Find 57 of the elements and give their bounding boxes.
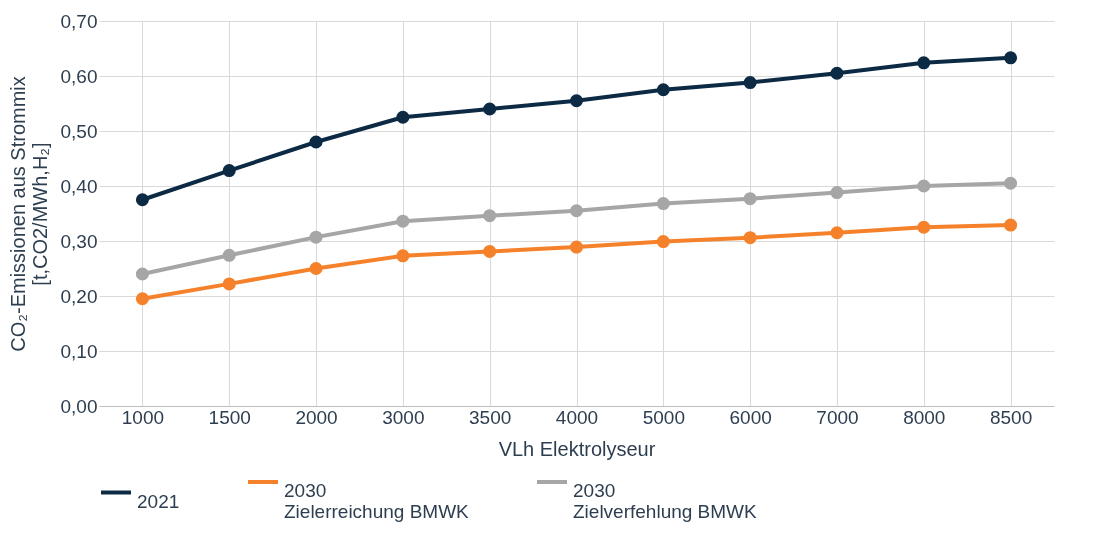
point <box>483 244 497 258</box>
y-axis-title: CO₂-Emissionen aus Strommix [t,CO2/MWh,H₂] <box>6 76 51 352</box>
point <box>917 179 931 193</box>
point <box>743 231 757 245</box>
point <box>222 248 236 262</box>
point <box>483 102 497 116</box>
x-tick-label: 1500 <box>208 406 251 428</box>
y-tick-label: 0,60 <box>60 65 98 87</box>
point <box>656 235 670 249</box>
point <box>569 94 584 108</box>
x-tick-label: 7000 <box>816 406 859 428</box>
point <box>569 204 584 218</box>
x-tick-label: 8500 <box>989 406 1033 428</box>
point <box>483 209 497 223</box>
point <box>309 261 323 276</box>
point <box>917 56 931 70</box>
point <box>656 83 670 97</box>
y-tick-label: 0,50 <box>60 120 98 142</box>
x-tick-label: 2000 <box>295 406 338 428</box>
point <box>222 277 236 291</box>
point <box>309 135 323 149</box>
x-tick-label: 5000 <box>642 406 685 428</box>
point <box>135 292 149 306</box>
y-tick-label: 0,70 <box>60 10 98 32</box>
point <box>1004 51 1018 65</box>
point <box>396 249 410 263</box>
y-tick-label: 0,00 <box>60 395 98 417</box>
legend-label: 2021 <box>137 490 180 512</box>
x-tick-label: 1000 <box>121 406 165 428</box>
point <box>830 186 844 200</box>
x-tick-label: 4000 <box>555 406 599 428</box>
y-tick-label: 0,10 <box>60 340 98 362</box>
point <box>743 192 757 206</box>
point <box>309 230 323 244</box>
x-axis-title: VLh Elektrolyseur <box>498 437 656 460</box>
x-tick-label: 6000 <box>729 406 772 428</box>
point <box>1004 176 1018 190</box>
x-tick-label: 8000 <box>903 406 946 428</box>
point <box>1004 218 1018 232</box>
point <box>396 110 410 124</box>
point <box>830 226 844 240</box>
point <box>396 214 410 228</box>
legend-label: 2030 Zielverfehlung BMWK <box>573 480 758 522</box>
point <box>743 76 757 90</box>
point <box>135 193 149 207</box>
point <box>656 197 670 211</box>
point <box>569 240 584 254</box>
legend-label: 2030 Zielerreichung BMWK <box>284 480 470 522</box>
point <box>222 164 236 178</box>
y-tick-label: 0,40 <box>60 175 98 197</box>
y-tick-label: 0,30 <box>60 230 98 252</box>
x-tick-label: 3500 <box>469 406 512 428</box>
point <box>830 66 844 80</box>
point <box>917 220 931 234</box>
y-tick-label: 0,20 <box>60 285 98 307</box>
x-tick-label: 3000 <box>382 406 425 428</box>
point <box>135 267 149 281</box>
